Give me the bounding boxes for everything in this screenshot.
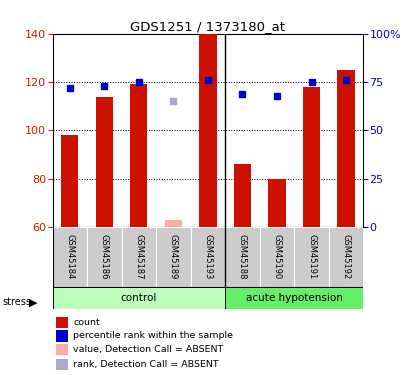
Text: percentile rank within the sample: percentile rank within the sample: [73, 332, 233, 340]
Bar: [294, 227, 329, 287]
Text: count: count: [73, 318, 100, 327]
Text: ▶: ▶: [29, 298, 37, 307]
Bar: [260, 227, 294, 287]
Text: GSM45191: GSM45191: [307, 234, 316, 279]
Bar: [225, 287, 363, 309]
Bar: [329, 227, 363, 287]
Bar: [121, 227, 156, 287]
Text: rank, Detection Call = ABSENT: rank, Detection Call = ABSENT: [73, 360, 219, 369]
Bar: [337, 70, 354, 227]
Bar: [61, 135, 79, 227]
Text: GSM45189: GSM45189: [169, 234, 178, 280]
Bar: [130, 84, 147, 227]
Bar: [87, 227, 121, 287]
Bar: [234, 164, 251, 227]
Bar: [52, 227, 87, 287]
Bar: [56, 330, 68, 342]
Bar: [225, 227, 260, 287]
Bar: [156, 227, 191, 287]
Text: GSM45190: GSM45190: [273, 234, 281, 279]
Text: GSM45188: GSM45188: [238, 234, 247, 280]
Text: GSM45186: GSM45186: [100, 234, 109, 280]
Title: GDS1251 / 1373180_at: GDS1251 / 1373180_at: [130, 20, 286, 33]
Bar: [268, 178, 286, 227]
Text: GSM45192: GSM45192: [341, 234, 351, 279]
Bar: [56, 359, 68, 370]
Bar: [165, 220, 182, 227]
Text: acute hypotension: acute hypotension: [246, 293, 343, 303]
Bar: [191, 227, 225, 287]
Bar: [199, 34, 217, 227]
Text: GSM45193: GSM45193: [203, 234, 213, 280]
Bar: [96, 96, 113, 227]
Text: GSM45184: GSM45184: [65, 234, 74, 280]
Text: control: control: [121, 293, 157, 303]
Text: value, Detection Call = ABSENT: value, Detection Call = ABSENT: [73, 345, 223, 354]
Bar: [56, 317, 68, 328]
Bar: [56, 344, 68, 355]
Text: stress: stress: [2, 297, 31, 307]
Text: GSM45187: GSM45187: [134, 234, 143, 280]
Bar: [303, 87, 320, 227]
Bar: [52, 287, 225, 309]
